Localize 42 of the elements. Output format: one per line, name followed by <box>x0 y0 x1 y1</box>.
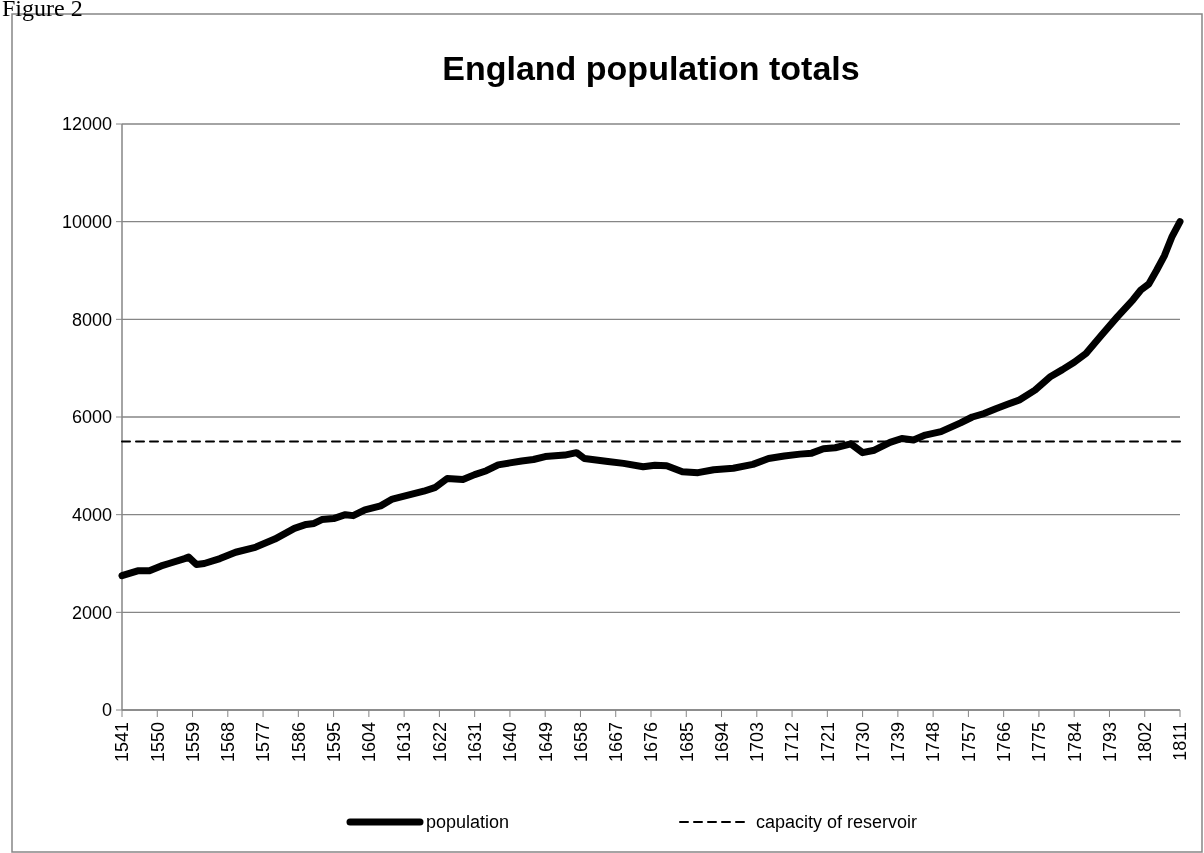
x-tick-label: 1658 <box>570 722 591 763</box>
x-tick-label: 1622 <box>429 722 450 763</box>
y-tick-label: 2000 <box>71 602 112 623</box>
x-tick-label: 1694 <box>711 722 732 763</box>
x-tick-label: 1784 <box>1064 722 1085 763</box>
x-tick-label: 1730 <box>852 722 873 763</box>
y-tick-label: 10000 <box>61 211 112 232</box>
y-tick-label: 12000 <box>61 114 112 135</box>
legend-label: population <box>426 812 510 833</box>
y-tick-label: 4000 <box>71 504 112 525</box>
x-tick-label: 1613 <box>394 722 415 763</box>
x-tick-label: 1550 <box>147 722 168 763</box>
x-tick-label: 1802 <box>1135 722 1156 763</box>
x-tick-label: 1757 <box>958 722 979 763</box>
x-tick-label: 1604 <box>359 722 380 763</box>
x-tick-label: 1541 <box>112 722 133 763</box>
x-tick-label: 1811 <box>1170 722 1191 761</box>
x-tick-label: 1703 <box>747 722 768 763</box>
x-tick-label: 1649 <box>535 722 556 763</box>
y-tick-label: 6000 <box>71 407 112 428</box>
x-tick-label: 1739 <box>888 722 909 763</box>
x-tick-label: 1595 <box>323 722 344 763</box>
x-tick-label: 1793 <box>1099 722 1120 763</box>
x-tick-label: 1685 <box>676 722 697 763</box>
x-tick-label: 1568 <box>218 722 239 763</box>
x-tick-label: 1712 <box>782 722 803 763</box>
chart-title: England population totals <box>442 49 860 87</box>
x-tick-label: 1586 <box>288 722 309 763</box>
x-tick-label: 1766 <box>993 722 1014 763</box>
x-tick-label: 1577 <box>253 722 274 763</box>
x-tick-label: 1775 <box>1029 722 1050 763</box>
y-tick-label: 8000 <box>71 309 112 330</box>
y-tick-label: 0 <box>101 700 112 721</box>
x-tick-label: 1640 <box>500 722 521 763</box>
x-tick-label: 1631 <box>464 722 485 763</box>
x-tick-label: 1721 <box>817 722 838 763</box>
x-tick-label: 1748 <box>923 722 944 763</box>
x-tick-label: 1559 <box>182 722 203 763</box>
legend-label: capacity of reservoir <box>756 812 918 833</box>
caption: Figure 2 <box>2 0 83 21</box>
x-tick-label: 1667 <box>606 722 627 763</box>
x-tick-label: 1676 <box>641 722 662 763</box>
